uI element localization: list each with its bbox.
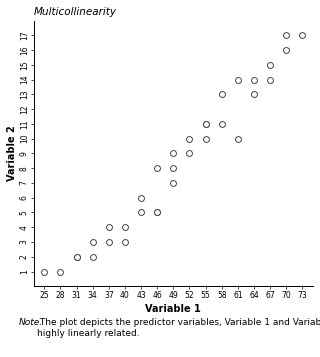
Point <box>155 210 160 215</box>
Point <box>284 32 289 38</box>
Point <box>90 254 95 260</box>
Point <box>187 136 192 141</box>
Point <box>171 165 176 171</box>
Text: Note.: Note. <box>19 318 43 327</box>
Point <box>284 47 289 53</box>
Point <box>235 136 240 141</box>
Point <box>90 239 95 245</box>
Point <box>74 254 79 260</box>
Point <box>42 269 47 275</box>
X-axis label: Variable 1: Variable 1 <box>146 305 201 315</box>
Point <box>122 239 127 245</box>
Point <box>252 77 257 82</box>
Point <box>252 91 257 97</box>
Point <box>219 121 224 127</box>
Point <box>187 151 192 156</box>
Y-axis label: Variable 2: Variable 2 <box>7 126 17 181</box>
Point <box>268 62 273 68</box>
Point <box>106 239 111 245</box>
Point <box>203 121 208 127</box>
Point <box>74 254 79 260</box>
Point <box>203 121 208 127</box>
Point <box>122 225 127 230</box>
Point <box>171 180 176 186</box>
Point <box>268 77 273 82</box>
Point <box>300 32 305 38</box>
Point <box>155 165 160 171</box>
Point <box>171 151 176 156</box>
Text: Multicollinearity: Multicollinearity <box>34 7 116 17</box>
Point <box>139 210 144 215</box>
Point <box>58 269 63 275</box>
Point <box>235 77 240 82</box>
Point <box>106 225 111 230</box>
Point <box>139 195 144 201</box>
Point <box>155 210 160 215</box>
Point <box>203 136 208 141</box>
Point <box>219 91 224 97</box>
Text: The plot depicts the predictor variables, Variable 1 and Variable 2, as
highly l: The plot depicts the predictor variables… <box>37 318 320 338</box>
